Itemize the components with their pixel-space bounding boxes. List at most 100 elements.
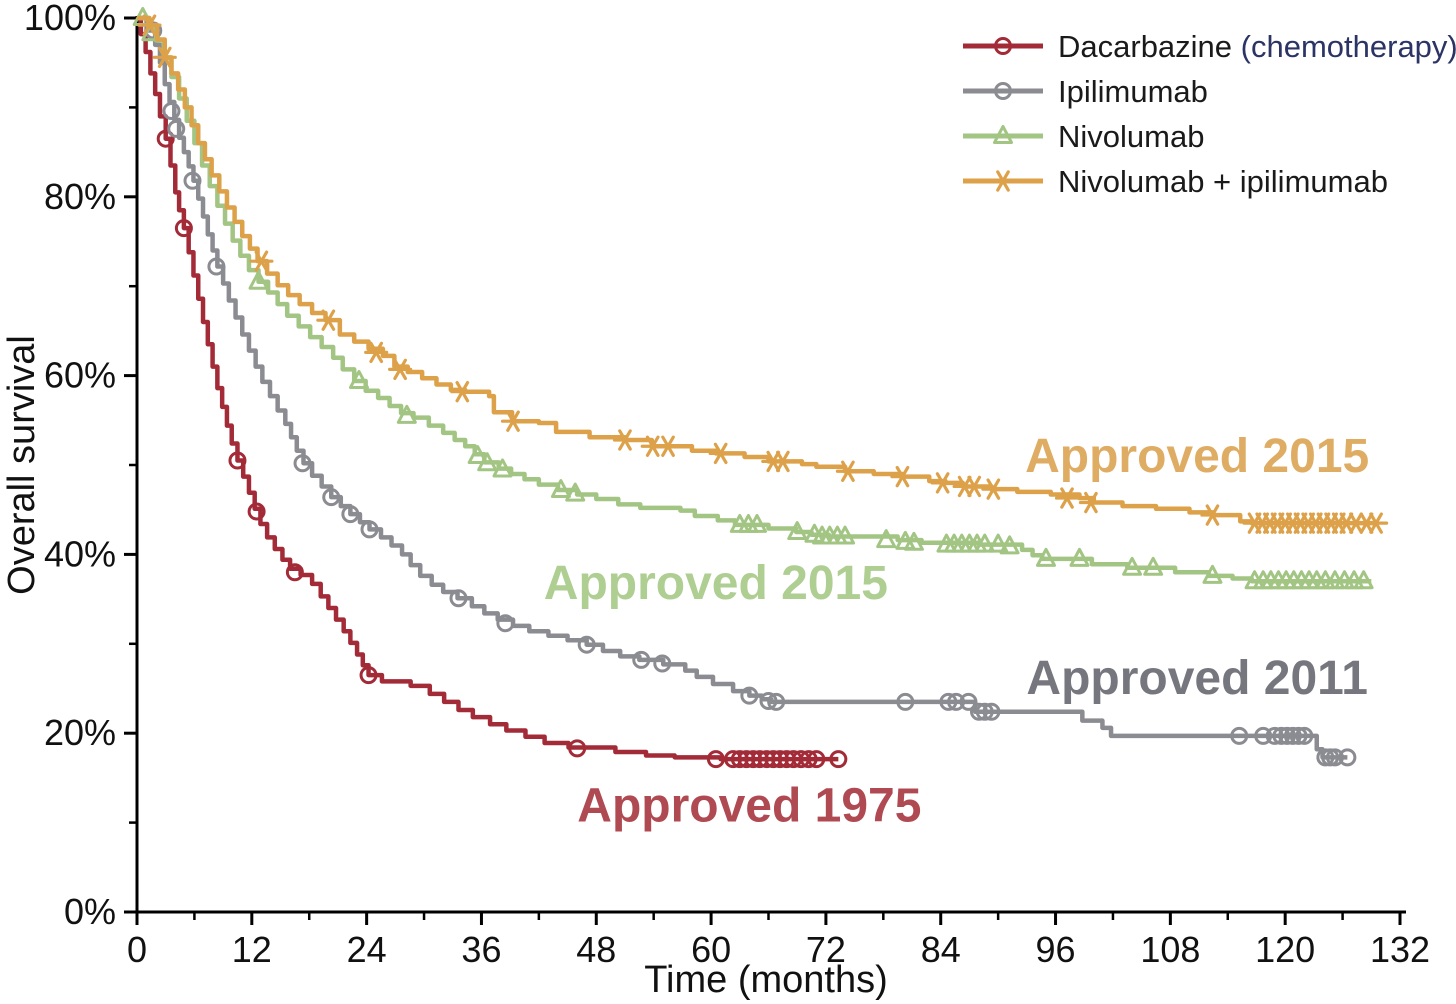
legend-item: Nivolumab [963, 119, 1204, 154]
censor-mark-circle [724, 750, 743, 769]
censor-mark-circle [632, 650, 651, 669]
censor-mark-circle [1283, 726, 1302, 745]
censor-mark-asterisk [321, 309, 336, 331]
censor-mark-triangle [1353, 570, 1374, 590]
censor-mark-circle [228, 451, 247, 470]
censor-mark-triangle [974, 533, 995, 553]
censor-mark-circle [183, 171, 202, 190]
y-tick-label: 60% [44, 355, 116, 396]
censor-mark-circle [1289, 726, 1308, 745]
censor-mark-circle [341, 505, 360, 524]
censor-mark-circle [947, 692, 966, 711]
censor-mark-asterisk [967, 475, 982, 498]
censor-mark-asterisk [661, 435, 675, 457]
censor-mark-asterisk [369, 341, 384, 364]
series-asterisk [137, 14, 1389, 534]
y-axis-title: Overall survival [1, 335, 43, 595]
censor-mark-circle [970, 702, 988, 721]
censor-mark-asterisk [986, 478, 1001, 500]
censor-mark-triangle [248, 270, 269, 290]
y-tick-label: 20% [44, 712, 116, 753]
censor-mark-circle [770, 750, 789, 769]
censor-mark-circle [740, 686, 759, 705]
censor-mark-circle [829, 750, 848, 769]
censor-mark-circle [1265, 726, 1284, 745]
censor-mark-triangle [467, 445, 488, 465]
censor-mark-circle [1230, 726, 1249, 745]
x-tick-label: 36 [461, 929, 501, 970]
legend: Dacarbazine (chemotherapy) Ipilimumab Nivo… [963, 29, 1456, 199]
censor-mark-circle [939, 692, 958, 711]
censor-mark-circle [359, 666, 378, 685]
x-tick-label: 108 [1140, 929, 1200, 970]
censor-mark-triangle [747, 513, 768, 533]
censor-mark-asterisk [935, 472, 950, 494]
y-tick-label: 80% [44, 176, 116, 217]
legend-item: Dacarbazine (chemotherapy) [963, 29, 1456, 64]
censor-mark-circle [1278, 726, 1297, 745]
legend-label: Nivolumab + ipilimumab [1058, 164, 1388, 199]
censor-mark-circle [807, 750, 826, 769]
censor-mark-asterisk [1205, 504, 1220, 526]
censor-mark-circle [207, 257, 226, 276]
approval-annotation: Approved 2015 [1025, 430, 1369, 483]
survival-curve [137, 15, 839, 762]
x-tick-label: 0 [127, 929, 147, 970]
censor-mark-asterisk [776, 450, 790, 473]
legend-label: Ipilimumab [1058, 74, 1208, 109]
censor-mark-circle [764, 750, 783, 769]
survival-curve [137, 15, 1372, 584]
series-circle [137, 15, 1357, 767]
censor-mark-circle [757, 750, 776, 769]
censor-mark-circle [496, 614, 515, 633]
censor-mark-asterisk [455, 380, 470, 403]
censor-mark-circle [285, 563, 304, 582]
censor-mark-triangle [1122, 556, 1143, 576]
censor-mark-circle [975, 702, 994, 721]
censor-mark-circle [1254, 726, 1273, 745]
censor-mark-triangle [348, 369, 369, 389]
approval-annotation: Approved 1975 [577, 780, 921, 833]
censor-mark-circle [293, 454, 312, 473]
censor-mark-triangle [396, 404, 417, 424]
censor-mark-circle [322, 488, 341, 507]
censor-mark-asterisk [157, 46, 172, 69]
censor-mark-asterisk [618, 429, 632, 451]
approval-annotation: Approved 2015 [544, 557, 888, 610]
censor-mark-triangle [1069, 547, 1090, 567]
censor-mark-circle [568, 739, 587, 758]
x-tick-label: 60 [691, 929, 731, 970]
censor-mark-asterisk [1084, 491, 1098, 514]
censor-mark-circle [247, 502, 266, 521]
censor-mark-triangle [492, 458, 513, 478]
censor-mark-asterisk [841, 460, 855, 482]
legend-item: Ipilimumab [963, 74, 1208, 109]
censor-mark-circle [156, 129, 175, 148]
approval-annotations: Approved 2015 Approved 2015 Approved 2011 A… [544, 430, 1369, 833]
censor-mark-asterisk [1060, 487, 1074, 509]
legend-label: Nivolumab [1058, 119, 1204, 154]
axes: 0% 20% 40% 60% 80% 100% 0 12 24 36 48 60 72 84 96 108 12… [24, 0, 1430, 970]
censor-mark-circle [449, 589, 468, 608]
censor-mark-circle [799, 750, 818, 769]
censor-mark-asterisk [254, 250, 269, 272]
censor-mark-circle [162, 101, 181, 120]
legend-item: Nivolumab + ipilimumab [963, 164, 1388, 199]
censor-mark-triangle [993, 125, 1013, 144]
x-tick-label: 84 [921, 929, 961, 970]
censor-mark-circle [896, 692, 915, 711]
censor-mark-triangle [988, 533, 1009, 553]
x-axis-title: Time (months) [644, 959, 888, 1001]
censor-mark-circle [737, 750, 756, 769]
censor-mark-circle [750, 750, 769, 769]
x-tick-label: 96 [1036, 929, 1076, 970]
x-tick-label: 24 [347, 929, 387, 970]
x-tick-label: 48 [576, 929, 616, 970]
censor-mark-circle [994, 37, 1012, 55]
y-tick-label: 40% [44, 533, 116, 574]
censor-mark-circle [167, 119, 186, 138]
censor-mark-circle [1338, 748, 1357, 767]
censor-mark-circle [360, 520, 379, 539]
survival-curves [132, 7, 1389, 769]
